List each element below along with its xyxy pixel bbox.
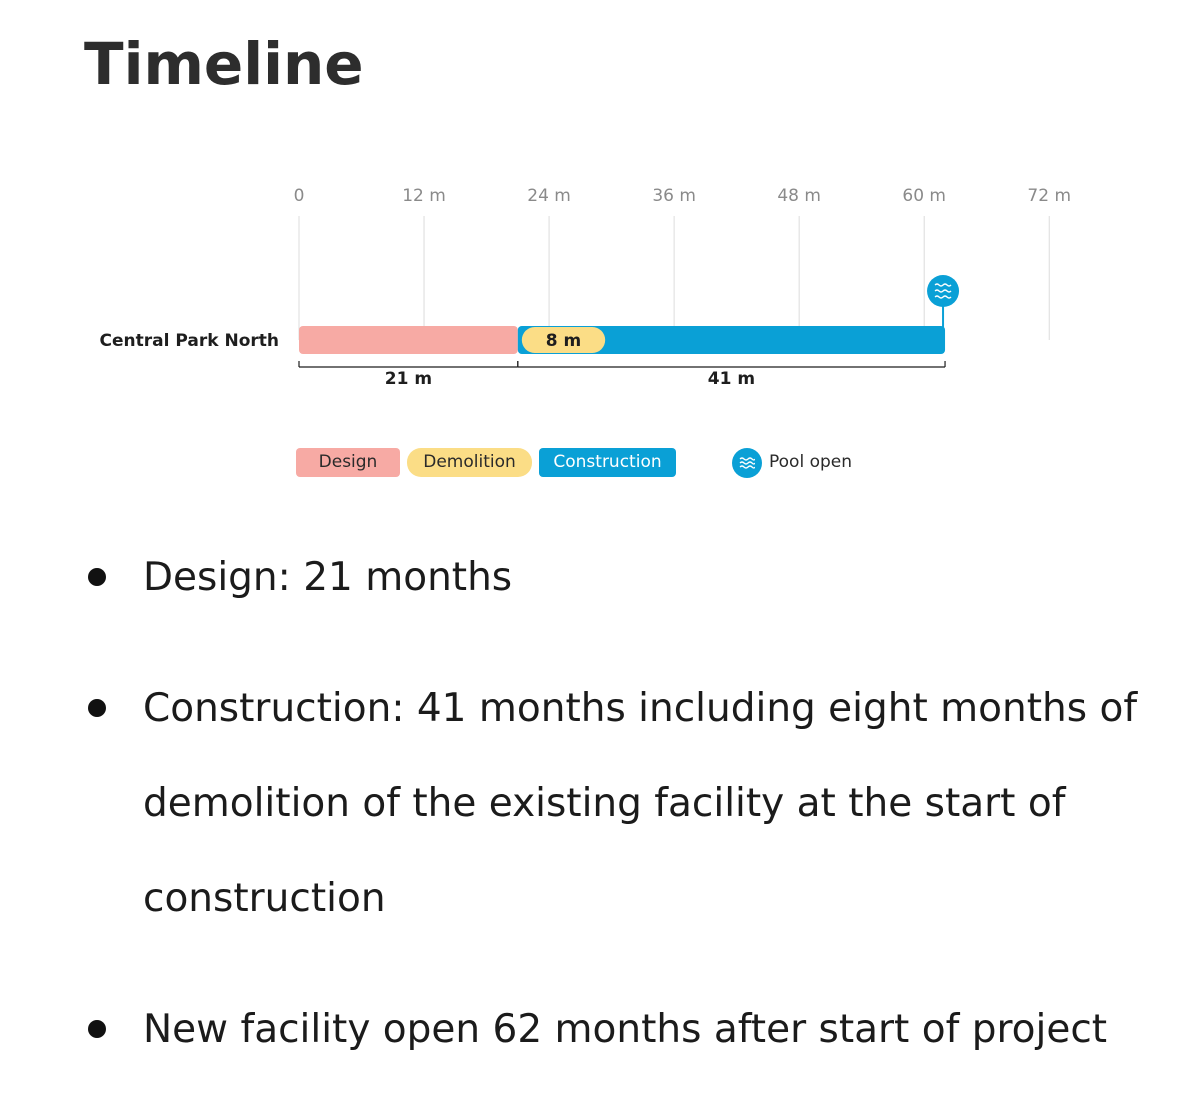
note-text: Construction: 41 months including eight …: [143, 686, 1138, 921]
span-label: 21 m: [385, 369, 432, 389]
legend-pool-open: Pool open: [732, 448, 892, 478]
bar-demolition: [521, 327, 606, 353]
tick-label: 12 m: [402, 186, 446, 206]
span-label: 41 m: [708, 369, 755, 389]
tick-label: 0: [294, 186, 305, 206]
tick-label: 48 m: [777, 186, 821, 206]
bar-construction: [517, 326, 946, 354]
wave-icon: [934, 283, 952, 299]
legend-pool-open-label: Pool open: [769, 452, 852, 472]
tick-label: 60 m: [902, 186, 946, 206]
note-text: New facility open 62 months after start …: [143, 1007, 1108, 1052]
bullet-icon: [88, 568, 106, 586]
note-item: Design: 21 months: [88, 530, 1148, 625]
wave-icon: [732, 448, 762, 478]
bar-label-demolition: 8 m: [546, 331, 581, 351]
x-axis-ticks: 0 12 m 24 m 36 m 48 m 60 m 72 m: [294, 186, 1071, 206]
row-label: Central Park North: [100, 331, 279, 351]
timeline-rows: Central Park North 8 m 21 m 41 m: [100, 275, 960, 389]
note-item: New facility open 62 months after start …: [88, 982, 1148, 1077]
tick-label: 36 m: [652, 186, 696, 206]
note-text: Design: 21 months: [143, 555, 513, 600]
chart-grid: [298, 216, 1050, 340]
tick-label: 72 m: [1027, 186, 1071, 206]
legend-demolition: Demolition: [407, 448, 532, 477]
legend-design: Design: [296, 448, 400, 477]
bar-design: [299, 326, 518, 354]
note-item: Construction: 41 months including eight …: [88, 661, 1148, 946]
page-title: Timeline: [84, 30, 364, 98]
notes-list: Design: 21 months Construction: 41 month…: [88, 530, 1148, 1113]
timeline-chart: 0 12 m 24 m 36 m 48 m 60 m 72 m Central Park N…: [100, 186, 1071, 389]
bullet-icon: [88, 1020, 106, 1038]
tick-label: 24 m: [527, 186, 571, 206]
legend-construction: Construction: [539, 448, 676, 477]
bullet-icon: [88, 699, 106, 717]
